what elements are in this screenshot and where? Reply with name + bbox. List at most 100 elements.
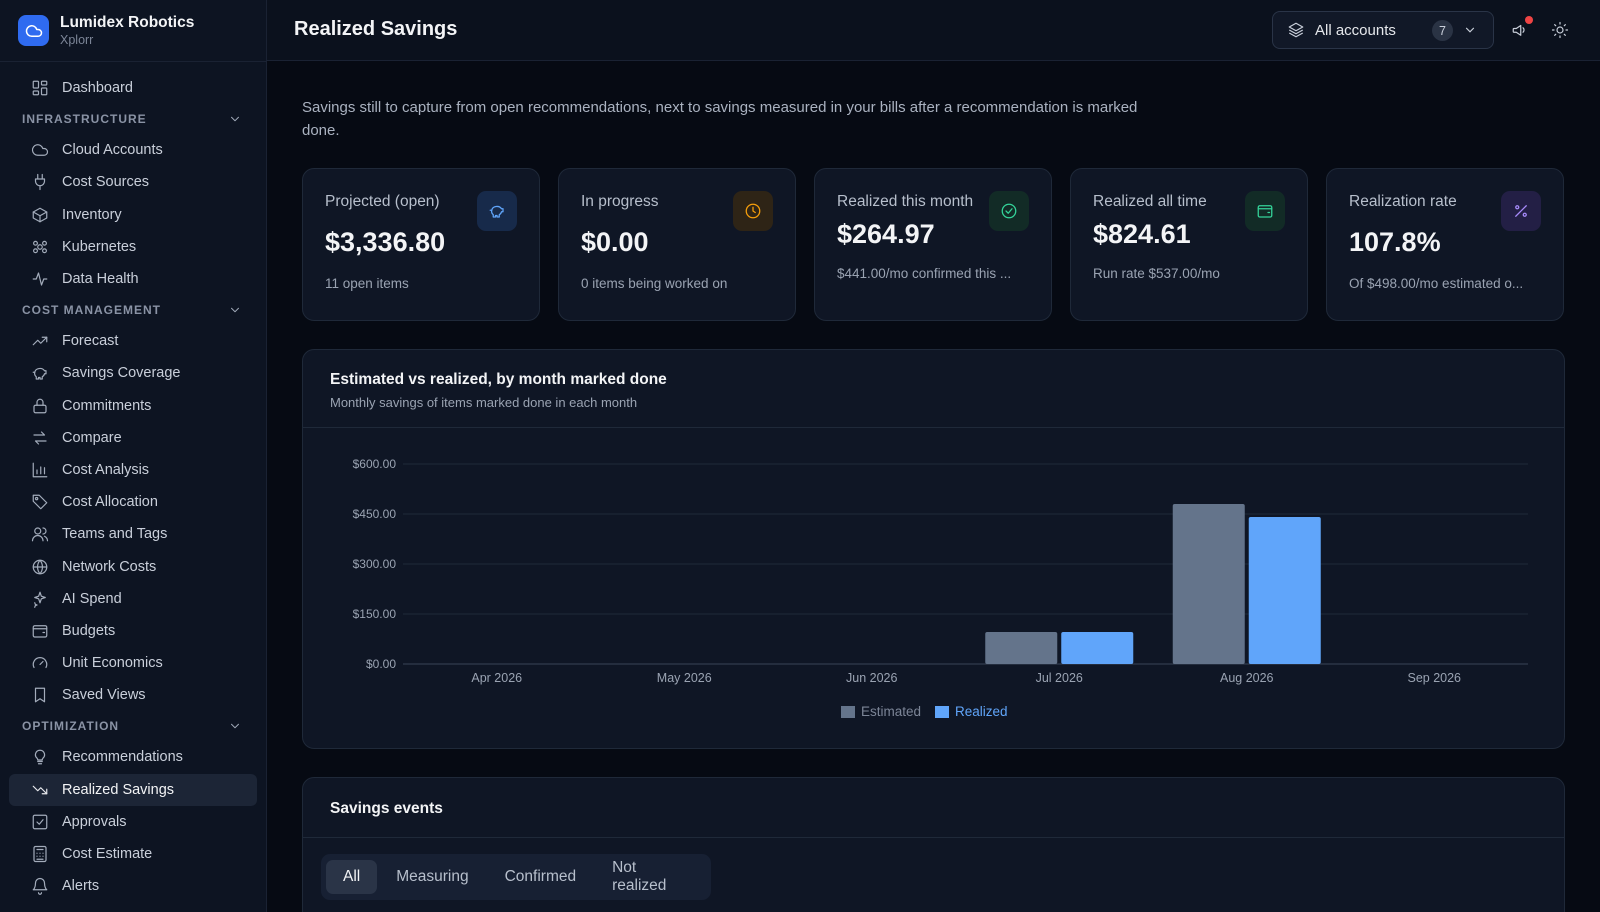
percent-icon bbox=[1501, 191, 1541, 231]
piggy-bank-icon bbox=[477, 191, 517, 231]
sidebar-item-inventory[interactable]: Inventory bbox=[9, 199, 257, 231]
sun-icon bbox=[1551, 21, 1569, 39]
legend-swatch-realized bbox=[935, 706, 949, 718]
chevron-down-icon bbox=[1463, 23, 1477, 42]
y-tick-label: $300.00 bbox=[353, 557, 397, 571]
x-tick-label: May 2026 bbox=[657, 671, 712, 685]
kpi-value: $264.97 bbox=[837, 219, 935, 249]
arrows-icon bbox=[31, 429, 49, 447]
dashboard-icon bbox=[31, 79, 49, 97]
piggy-bank-icon bbox=[31, 364, 49, 382]
account-count-badge: 7 bbox=[1432, 20, 1453, 41]
bar-estimated-jul-2026 bbox=[985, 632, 1058, 664]
page-title: Realized Savings bbox=[294, 18, 458, 40]
sidebar-item-kubernetes[interactable]: Kubernetes bbox=[9, 231, 257, 263]
sidebar-section-cost-management[interactable]: COST MANAGEMENT bbox=[0, 295, 266, 325]
sparkles-icon bbox=[31, 590, 49, 608]
bar-chart-icon bbox=[31, 461, 49, 479]
kpi-card: In progress $0.00 0 items being worked on bbox=[558, 168, 796, 321]
sidebar-item-ai-spend[interactable]: AI Spend bbox=[9, 583, 257, 615]
pulse-icon bbox=[31, 270, 49, 288]
topbar: Realized Savings All accounts 7 bbox=[267, 0, 1600, 61]
sidebar-item-commitments[interactable]: Commitments bbox=[9, 390, 257, 422]
sidebar-item-label: Cost Analysis bbox=[62, 461, 150, 478]
sidebar-item-label: Commitments bbox=[62, 397, 152, 414]
sidebar-item-unit-economics[interactable]: Unit Economics bbox=[9, 647, 257, 679]
gauge-icon bbox=[31, 654, 49, 672]
kpi-label: In progress bbox=[581, 193, 659, 210]
sidebar-item-label: Approvals bbox=[62, 813, 127, 830]
sidebar-item-approvals[interactable]: Approvals bbox=[9, 806, 257, 838]
bar-chart: $0.00 $150.00 $300.00 $450.00 $600.00 Apr 202… bbox=[353, 457, 1528, 719]
sidebar-item-alerts[interactable]: Alerts bbox=[9, 870, 257, 902]
sidebar-item-dashboard[interactable]: Dashboard bbox=[9, 72, 257, 104]
sidebar-item-teams-and-tags[interactable]: Teams and Tags bbox=[9, 518, 257, 550]
x-tick-label: Aug 2026 bbox=[1220, 671, 1274, 685]
x-tick-label: Sep 2026 bbox=[1407, 671, 1461, 685]
box-icon bbox=[31, 206, 49, 224]
brand[interactable]: Lumidex Robotics Xplorr bbox=[0, 0, 266, 62]
cloud-icon bbox=[31, 141, 49, 159]
kpi-label: Realization rate bbox=[1349, 193, 1457, 210]
kpi-card: Realization rate 107.8% Of $498.00/mo esti… bbox=[1326, 168, 1564, 321]
sidebar-item-realized-savings[interactable]: Realized Savings bbox=[9, 773, 257, 806]
users-icon bbox=[31, 525, 49, 543]
sidebar-item-cost-estimate[interactable]: Cost Estimate bbox=[9, 838, 257, 870]
x-tick-label: Apr 2026 bbox=[471, 671, 522, 685]
sidebar-item-label: Inventory bbox=[62, 206, 122, 223]
sidebar-item-data-health[interactable]: Data Health bbox=[9, 263, 257, 295]
kpi-value: $3,336.80 bbox=[325, 227, 446, 257]
sidebar-item-label: Alerts bbox=[62, 878, 100, 895]
sidebar-item-compare[interactable]: Compare bbox=[9, 422, 257, 454]
plug-icon bbox=[31, 173, 49, 191]
kpi-subtext: 0 items being worked on bbox=[581, 276, 728, 291]
announcement-button[interactable] bbox=[1509, 16, 1533, 41]
sidebar-section-optimization[interactable]: OPTIMIZATION bbox=[0, 711, 266, 741]
tab-all[interactable]: All bbox=[326, 860, 378, 894]
event-filter-tabs: All Measuring Confirmed Not realized bbox=[321, 854, 711, 900]
sidebar-item-recommendations[interactable]: Recommendations bbox=[9, 741, 257, 773]
theme-toggle-button[interactable] bbox=[1549, 19, 1571, 41]
sidebar: Lumidex Robotics Xplorr Dashboard INFRAST… bbox=[0, 0, 267, 912]
chevron-down-icon bbox=[228, 112, 242, 126]
lock-icon bbox=[31, 397, 49, 415]
sidebar-item-cost-allocation[interactable]: Cost Allocation bbox=[9, 486, 257, 518]
account-selector[interactable]: All accounts 7 bbox=[1272, 11, 1494, 49]
kpi-card: Realized this month $264.97 $441.00/mo con… bbox=[814, 168, 1052, 321]
legend-swatch-estimated bbox=[841, 706, 855, 718]
check-circle-icon bbox=[989, 191, 1029, 231]
lightbulb-icon bbox=[31, 748, 49, 766]
tab-confirmed[interactable]: Confirmed bbox=[504, 868, 577, 885]
sidebar-item-cloud-accounts[interactable]: Cloud Accounts bbox=[9, 134, 257, 166]
trend-up-icon bbox=[31, 332, 49, 350]
kpi-subtext: Of $498.00/mo estimated o... bbox=[1349, 276, 1524, 291]
tab-measuring[interactable]: Measuring bbox=[396, 868, 469, 885]
sidebar-item-budgets[interactable]: Budgets bbox=[9, 615, 257, 647]
sidebar-item-cost-sources[interactable]: Cost Sources bbox=[9, 166, 257, 198]
bell-icon bbox=[31, 877, 49, 895]
kpi-subtext: Run rate $537.00/mo bbox=[1093, 266, 1220, 281]
tab-not-realized[interactable]: Not realized bbox=[612, 859, 667, 894]
chevron-down-icon bbox=[228, 303, 242, 317]
sidebar-item-label: Forecast bbox=[62, 333, 119, 350]
sidebar-item-saved-views[interactable]: Saved Views bbox=[9, 679, 257, 711]
sidebar-item-network-costs[interactable]: Network Costs bbox=[9, 550, 257, 582]
x-tick-label: Jul 2026 bbox=[1036, 671, 1083, 685]
sidebar-item-cost-analysis[interactable]: Cost Analysis bbox=[9, 454, 257, 486]
savings-events-title: Savings events bbox=[330, 800, 443, 817]
notification-dot bbox=[1525, 16, 1533, 24]
sidebar-item-label: Compare bbox=[62, 429, 122, 446]
sidebar-item-label: Savings Coverage bbox=[62, 365, 181, 382]
calculator-icon bbox=[31, 845, 49, 863]
bar-realized-jul-2026 bbox=[1061, 632, 1134, 664]
sidebar-item-forecast[interactable]: Forecast bbox=[9, 325, 257, 357]
kpi-value: $0.00 bbox=[581, 227, 649, 257]
sidebar-item-label: Dashboard bbox=[62, 80, 133, 97]
sidebar-item-savings-coverage[interactable]: Savings Coverage bbox=[9, 357, 257, 389]
y-tick-label: $600.00 bbox=[353, 457, 397, 471]
sidebar-item-label: Realized Savings bbox=[62, 781, 175, 798]
sidebar-section-infrastructure[interactable]: INFRASTRUCTURE bbox=[0, 104, 266, 134]
bar-realized-aug-2026 bbox=[1248, 517, 1321, 664]
y-tick-label: $450.00 bbox=[353, 507, 397, 521]
layers-icon bbox=[1287, 21, 1305, 39]
